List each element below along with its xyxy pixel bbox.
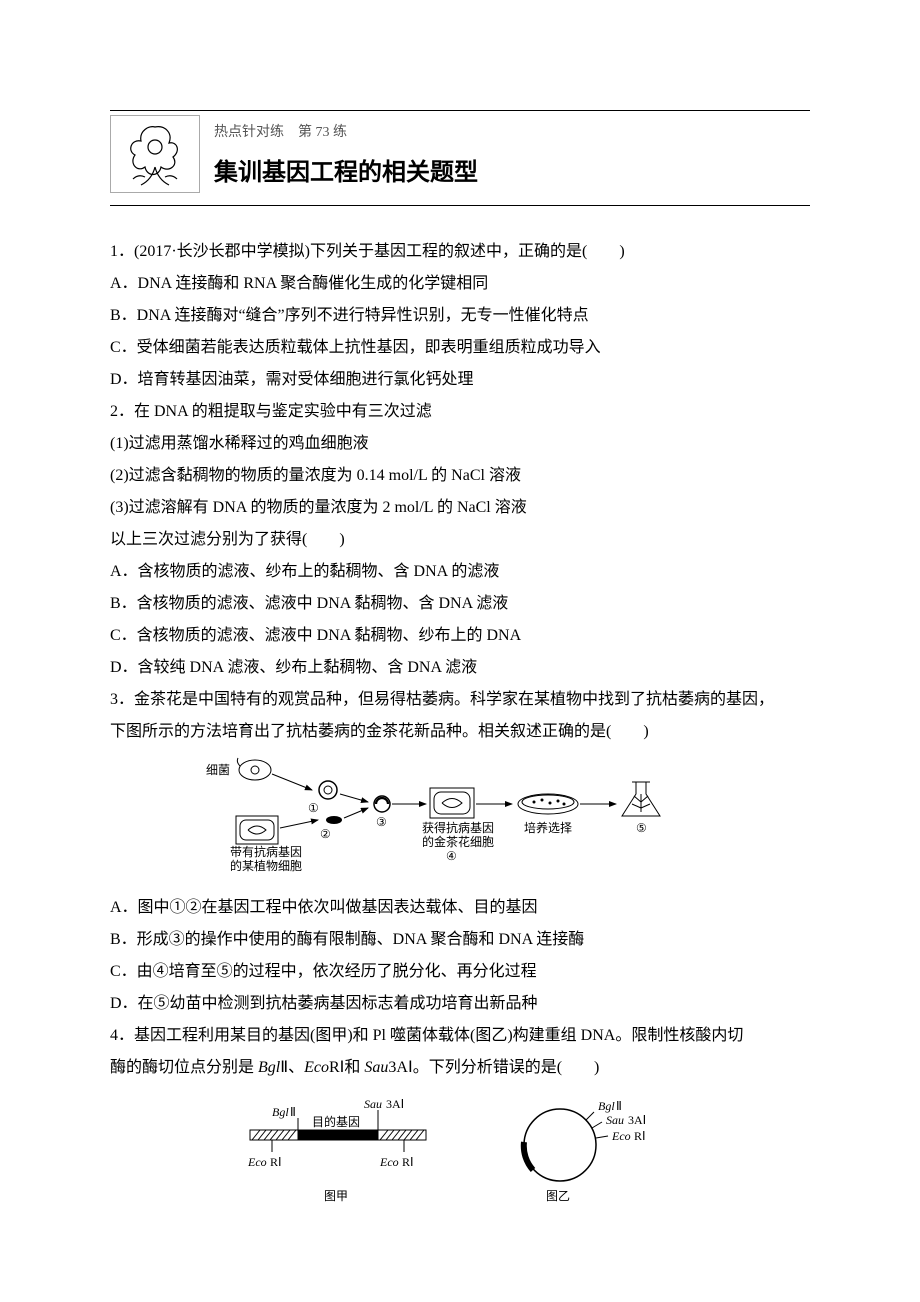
q2-B: B．含核物质的滤液、滤液中 DNA 黏稠物、含 DNA 滤液: [110, 588, 810, 620]
q4-diagram: Bgl Ⅱ Sau 3AⅠ 目的基因: [110, 1090, 810, 1232]
q4-enz2: Eco: [304, 1059, 329, 1076]
q4-enz3s: 3AⅠ: [388, 1059, 412, 1076]
q4d-jb2b: RⅠ: [402, 1155, 414, 1169]
q3d-s4l2: 的金茶花细胞: [422, 834, 494, 849]
q4-stem1: 4．基因工程利用某目的基因(图甲)和 Pl 噬菌体载体(图乙)构建重组 DNA。…: [110, 1020, 810, 1052]
q4d-jb1: Eco: [247, 1155, 267, 1169]
q4d-y2: Sau: [606, 1113, 624, 1127]
page: 热点针对练 第 73 练 集训基因工程的相关题型 1．(2017·长沙长郡中学模…: [0, 0, 920, 1278]
q4d-y3: Eco: [611, 1129, 631, 1143]
q4d-cap-yi: 图乙: [546, 1189, 570, 1203]
rose-icon: [110, 115, 200, 193]
q3d-plant1: 带有抗病基因: [230, 844, 302, 859]
q4d-jb2: Eco: [379, 1155, 399, 1169]
q3d-step2: ②: [320, 827, 331, 841]
q4d-cap-jia: 图甲: [324, 1189, 348, 1203]
q2-l1: (1)过滤用蒸馏水稀释过的鸡血细胞液: [110, 428, 810, 460]
q3d-step5: ⑤: [636, 821, 647, 835]
q1-A: A．DNA 连接酶和 RNA 聚合酶催化生成的化学键相同: [110, 268, 810, 300]
q3-D: D．在⑤幼苗中检测到抗枯萎病基因标志着成功培育出新品种: [110, 988, 810, 1020]
q3d-step4: ④: [446, 849, 457, 863]
q4-stem2a: 酶的酶切位点分别是: [110, 1059, 258, 1076]
q1-D: D．培育转基因油菜，需对受体细胞进行氯化钙处理: [110, 364, 810, 396]
q1-C: C．受体细菌若能表达质粒载体上抗性基因，即表明重组质粒成功导入: [110, 332, 810, 364]
q2-l3: (3)过滤溶解有 DNA 的物质的量浓度为 2 mol/L 的 NaCl 溶液: [110, 492, 810, 524]
q3d-plant2: 的某植物细胞: [230, 858, 302, 873]
q4d-jt2b: 3AⅠ: [386, 1097, 404, 1111]
q3d-bacteria-label: 细菌: [206, 763, 230, 777]
q4-enz1: Bgl: [258, 1059, 280, 1076]
q3-stem2: 下图所示的方法培育出了抗枯萎病的金茶花新品种。相关叙述正确的是( ): [110, 716, 810, 748]
q4-enz2s: RⅠ和: [329, 1059, 364, 1076]
q3-C: C．由④培育至⑤的过程中，依次经历了脱分化、再分化过程: [110, 956, 810, 988]
q2-C: C．含核物质的滤液、滤液中 DNA 黏稠物、纱布上的 DNA: [110, 620, 810, 652]
q4d-gene: 目的基因: [312, 1114, 360, 1129]
q3-A: A．图中①②在基因工程中依次叫做基因表达载体、目的基因: [110, 892, 810, 924]
q3-stem1: 3．金茶花是中国特有的观赏品种，但易得枯萎病。科学家在某植物中找到了抗枯萎病的基…: [110, 684, 810, 716]
header-title: 集训基因工程的相关题型: [214, 149, 478, 197]
q4d-y2b: 3AⅠ: [628, 1113, 646, 1127]
q3-diagram: 细菌 ① 带有抗病基因 的某植物细胞 ②: [110, 754, 810, 886]
q4d-jt1: Bgl: [272, 1105, 289, 1119]
q2-ask: 以上三次过滤分别为了获得( ): [110, 524, 810, 556]
q3-B: B．形成③的操作中使用的酶有限制酶、DNA 聚合酶和 DNA 连接酶: [110, 924, 810, 956]
q4-enz1s: Ⅱ、: [280, 1059, 304, 1076]
header-texts: 热点针对练 第 73 练 集训基因工程的相关题型: [214, 115, 478, 197]
rule-top: [110, 110, 810, 111]
q3d-step3: ③: [376, 815, 387, 829]
q4d-y1b: Ⅱ: [616, 1099, 622, 1113]
q4d-jt2: Sau: [364, 1097, 382, 1111]
q4d-y1: Bgl: [598, 1099, 615, 1113]
q2-D: D．含较纯 DNA 滤液、纱布上黏稠物、含 DNA 滤液: [110, 652, 810, 684]
header-block: 热点针对练 第 73 练 集训基因工程的相关题型: [110, 115, 810, 206]
q2-l2: (2)过滤含黏稠物的物质的量浓度为 0.14 mol/L 的 NaCl 溶液: [110, 460, 810, 492]
q4-stem2: 酶的酶切位点分别是 BglⅡ、EcoRⅠ和 Sau3AⅠ。下列分析错误的是( ): [110, 1052, 810, 1084]
q4d-jt1b: Ⅱ: [290, 1105, 296, 1119]
q1-stem: 1．(2017·长沙长郡中学模拟)下列关于基因工程的叙述中，正确的是( ): [110, 236, 810, 268]
q3d-select: 培养选择: [524, 820, 572, 835]
q4d-jb1b: RⅠ: [270, 1155, 282, 1169]
q3d-step1: ①: [308, 801, 319, 815]
q1-B: B．DNA 连接酶对“缝合”序列不进行特异性识别，无专一性催化特点: [110, 300, 810, 332]
q4-enz3: Sau: [364, 1059, 388, 1076]
q4d-y3b: RⅠ: [634, 1129, 646, 1143]
header-pretitle: 热点针对练 第 73 练: [214, 119, 478, 147]
q3d-s4l1: 获得抗病基因: [422, 820, 494, 835]
q4-stem2c: 。下列分析错误的是( ): [413, 1059, 600, 1076]
q2-stem: 2．在 DNA 的粗提取与鉴定实验中有三次过滤: [110, 396, 810, 428]
q2-A: A．含核物质的滤液、纱布上的黏稠物、含 DNA 的滤液: [110, 556, 810, 588]
